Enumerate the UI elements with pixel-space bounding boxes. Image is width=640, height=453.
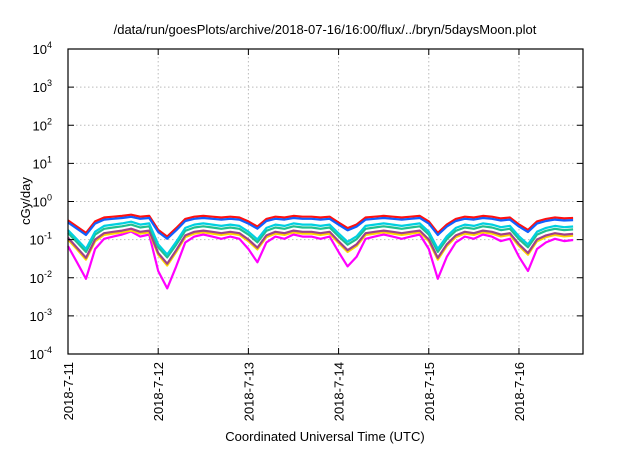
series-line-2	[67, 227, 574, 265]
y-tick-label: 101	[33, 154, 52, 171]
y-tick-label: 104	[33, 40, 52, 57]
y-tick-label: 102	[33, 116, 52, 133]
x-tick-label: 2018-7-11	[61, 362, 76, 420]
series-line-0	[67, 230, 574, 290]
grid	[68, 49, 583, 354]
y-tick-label: 103	[33, 78, 52, 95]
x-axis: 2018-7-11 2018-7-12 2018-7-13 2018-7-14 2018…	[61, 49, 527, 421]
chart-title: /data/run/goesPlots/archive/2018-07-16/1…	[114, 22, 537, 37]
x-tick-label: 2018-7-12	[151, 362, 166, 421]
y-tick-label: 10-2	[30, 269, 52, 286]
series-line-6	[67, 215, 574, 240]
series-group	[67, 213, 574, 290]
x-tick-label: 2018-7-15	[422, 362, 437, 421]
y-axis: 10-4 10-3 10-2 10-1 100 101 102 103 104	[30, 40, 583, 362]
y-tick-label: 10-3	[30, 307, 52, 324]
x-tick-label: 2018-7-14	[332, 362, 347, 421]
series-line-4	[67, 220, 574, 256]
y-axis-label: cGy/day	[18, 177, 33, 225]
y-tick-label: 10-1	[30, 231, 52, 248]
x-axis-label: Coordinated Universal Time (UTC)	[225, 429, 424, 444]
y-tick-label: 10-4	[30, 345, 52, 362]
x-tick-label: 2018-7-13	[241, 362, 256, 421]
series-line-3	[67, 223, 574, 259]
x-tick-label: 2018-7-16	[512, 362, 527, 421]
y-tick-label: 100	[33, 193, 52, 210]
series-line-5	[67, 213, 574, 238]
